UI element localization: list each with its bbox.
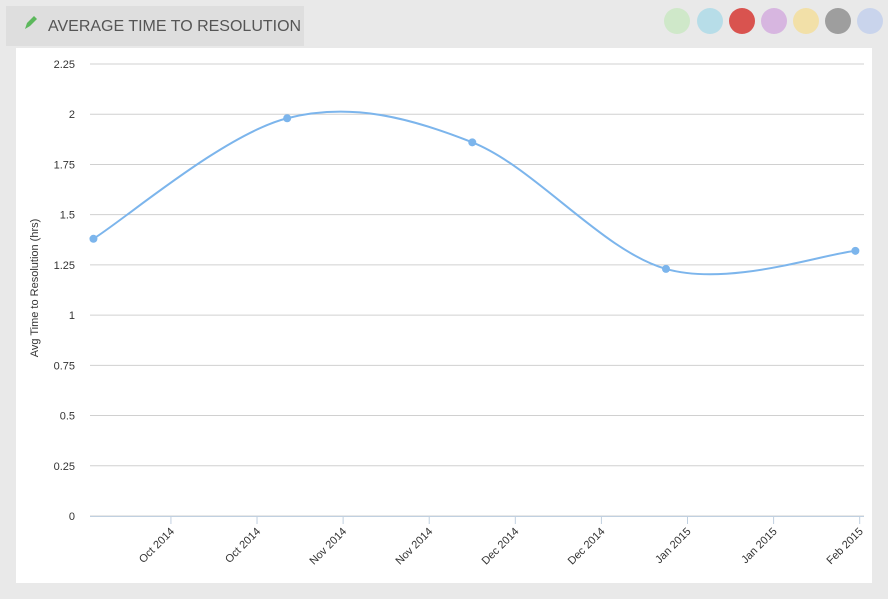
list-view-icon[interactable] [857, 8, 883, 34]
y-tick-label: 0.5 [60, 411, 75, 423]
y-tick-label: 2 [69, 109, 75, 121]
table-view-icon[interactable] [664, 8, 690, 34]
point [283, 114, 292, 123]
pie-view-icon[interactable] [793, 8, 819, 34]
y-tick-label: 1 [69, 310, 75, 322]
number-view-icon[interactable] [825, 8, 851, 34]
hbar-view-icon[interactable] [761, 8, 787, 34]
title-tab [6, 6, 304, 46]
edit-icon [25, 16, 37, 29]
point [89, 234, 98, 243]
point [468, 138, 477, 147]
y-tick-label: 0.25 [54, 461, 75, 473]
y-tick-label: 1.75 [54, 159, 75, 171]
line-view-icon[interactable] [729, 8, 755, 34]
point [661, 264, 670, 273]
chart-title: AVERAGE TIME TO RESOLUTION [48, 18, 301, 35]
y-axis-label: Avg Time to Resolution (hrs) [29, 219, 41, 358]
y-tick-label: 2.25 [54, 59, 75, 71]
bar-view-icon[interactable] [697, 8, 723, 34]
y-tick-label: 0 [69, 511, 75, 523]
y-tick-label: 1.25 [54, 260, 75, 272]
point [851, 246, 860, 255]
y-tick-label: 1.5 [60, 210, 75, 222]
view-switcher[interactable] [664, 8, 883, 34]
y-tick-label: 0.75 [54, 360, 75, 372]
